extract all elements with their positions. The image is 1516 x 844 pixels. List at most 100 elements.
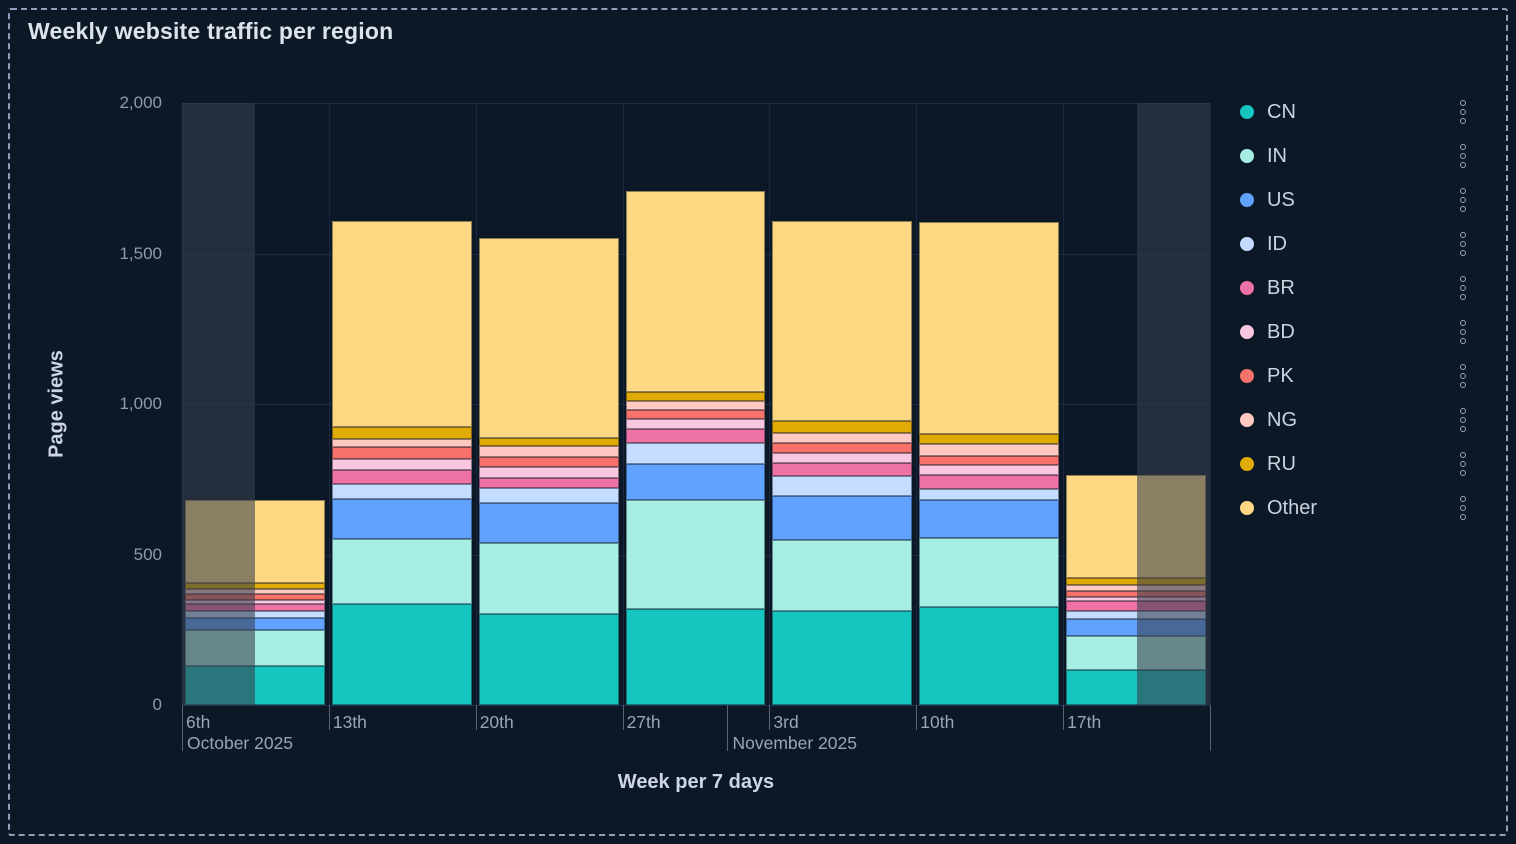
bar-segment-ru[interactable] (625, 392, 766, 401)
legend-actions-vertical-dots-menu-icon[interactable] (1458, 274, 1468, 302)
bar-segment-us[interactable] (625, 463, 766, 501)
legend-item-other[interactable]: Other (1240, 496, 1472, 520)
bar-segment-other[interactable] (478, 238, 619, 439)
legend-item-cn[interactable]: CN (1240, 100, 1472, 124)
legend-actions-vertical-dots-menu-icon[interactable] (1458, 362, 1468, 390)
bar-segment-in[interactable] (772, 540, 913, 612)
bar-segment-us[interactable] (478, 502, 619, 544)
legend-item-ru[interactable]: RU (1240, 452, 1472, 476)
legend-actions-vertical-dots-menu-icon[interactable] (1458, 494, 1468, 522)
x-gridline (328, 103, 330, 705)
bar-segment-pk[interactable] (919, 456, 1060, 466)
bar-segment-pk[interactable] (331, 446, 472, 459)
bar-segment-id[interactable] (625, 443, 766, 464)
y-tick-label: 1,000 (119, 394, 162, 413)
bar-segment-ng[interactable] (772, 432, 913, 444)
bar-segment-ru[interactable] (331, 427, 472, 440)
bar-segment-br[interactable] (331, 469, 472, 485)
bar-segment-cn[interactable] (478, 614, 619, 705)
bar-segment-in[interactable] (331, 539, 472, 605)
x-gridline (475, 103, 477, 705)
legend-actions-vertical-dots-menu-icon[interactable] (1458, 406, 1468, 434)
legend-item-ng[interactable]: NG (1240, 408, 1472, 432)
x-tick-mark (727, 705, 729, 751)
bar-segment-br[interactable] (625, 429, 766, 444)
bar-segment-us[interactable] (919, 500, 1060, 539)
bar-stack (478, 238, 619, 705)
bar-segment-id[interactable] (1066, 610, 1206, 620)
bar-segment-id[interactable] (331, 484, 472, 500)
legend-color-dot (1240, 237, 1254, 251)
bar-segment-ng[interactable] (331, 439, 472, 447)
bar-segment-pk[interactable] (625, 410, 766, 420)
legend-item-bd[interactable]: BD (1240, 320, 1472, 344)
bar-segment-bd[interactable] (772, 452, 913, 463)
x-gridline (769, 103, 771, 705)
bar-segment-cn[interactable] (919, 607, 1060, 705)
bar-segment-ru[interactable] (478, 438, 619, 447)
legend-item-in[interactable]: IN (1240, 144, 1472, 168)
bar-segment-ng[interactable] (625, 400, 766, 411)
bar-segment-cn[interactable] (772, 611, 913, 705)
bar-segment-ng[interactable] (1066, 584, 1206, 591)
x-month-label: November 2025 (732, 733, 857, 753)
bar-segment-pk[interactable] (1066, 590, 1206, 598)
legend-item-pk[interactable]: PK (1240, 364, 1472, 388)
bar-segment-ng[interactable] (478, 446, 619, 457)
bar-segment-bd[interactable] (331, 458, 472, 470)
legend-actions-vertical-dots-menu-icon[interactable] (1458, 450, 1468, 478)
bar-segment-br[interactable] (1066, 600, 1206, 611)
bar-segment-us[interactable] (331, 499, 472, 540)
legend-actions-vertical-dots-menu-icon[interactable] (1458, 318, 1468, 346)
legend-item-id[interactable]: ID (1240, 232, 1472, 256)
legend-item-us[interactable]: US (1240, 188, 1472, 212)
bar-segment-id[interactable] (919, 489, 1060, 501)
bar-segment-pk[interactable] (772, 443, 913, 453)
bar-segment-bd[interactable] (919, 465, 1060, 476)
bar-segment-in[interactable] (625, 500, 766, 610)
legend-label: NG (1267, 408, 1297, 431)
legend-actions-vertical-dots-menu-icon[interactable] (1458, 142, 1468, 170)
bar-segment-ng[interactable] (919, 443, 1060, 457)
bar-segment-cn[interactable] (625, 609, 766, 705)
bar-segment-pk[interactable] (478, 456, 619, 467)
x-tick-label-3rd: 3rd (773, 712, 799, 732)
y-tick-label: 500 (133, 544, 162, 564)
bar-segment-br[interactable] (772, 462, 913, 476)
legend-actions-vertical-dots-menu-icon[interactable] (1458, 230, 1468, 258)
legend-color-dot (1240, 281, 1254, 295)
bar-segment-other[interactable] (772, 221, 913, 421)
bar-segment-ru[interactable] (772, 420, 913, 433)
bar-segment-other[interactable] (331, 220, 472, 428)
legend-color-dot (1240, 501, 1254, 515)
x-tick-label-10th: 10th (920, 712, 955, 732)
bar-segment-us[interactable] (772, 496, 913, 541)
bar-segment-br[interactable] (478, 478, 619, 489)
x-gridline (1210, 103, 1211, 705)
bar-segment-bd[interactable] (478, 466, 619, 479)
bar-segment-ru[interactable] (919, 434, 1060, 444)
bar-segment-id[interactable] (772, 475, 913, 497)
bar-segment-cn[interactable] (331, 604, 472, 705)
bar-column-27th (623, 103, 770, 705)
bar-segment-in[interactable] (919, 538, 1060, 608)
bar-segment-bd[interactable] (1066, 597, 1206, 601)
legend-color-dot (1240, 325, 1254, 339)
y-tick-label: 1,500 (119, 243, 162, 263)
chart-title: Weekly website traffic per region (28, 18, 394, 44)
legend-color-dot (1240, 193, 1254, 207)
bar-column-20th (476, 103, 623, 705)
bar-segment-in[interactable] (478, 543, 619, 615)
x-month-label: October 2025 (187, 733, 294, 753)
bar-segment-ru[interactable] (1066, 578, 1206, 585)
bar-segment-bd[interactable] (625, 419, 766, 430)
bar-segment-id[interactable] (478, 488, 619, 503)
bar-segment-br[interactable] (919, 475, 1060, 490)
legend-actions-vertical-dots-menu-icon[interactable] (1458, 186, 1468, 214)
bar-segment-other[interactable] (625, 190, 766, 393)
bar-segment-other[interactable] (919, 221, 1060, 435)
legend-actions-vertical-dots-menu-icon[interactable] (1458, 98, 1468, 126)
legend-item-br[interactable]: BR (1240, 276, 1472, 300)
x-axis-title: Week per 7 days (617, 771, 775, 793)
partial-bucket-overlay (182, 103, 256, 705)
